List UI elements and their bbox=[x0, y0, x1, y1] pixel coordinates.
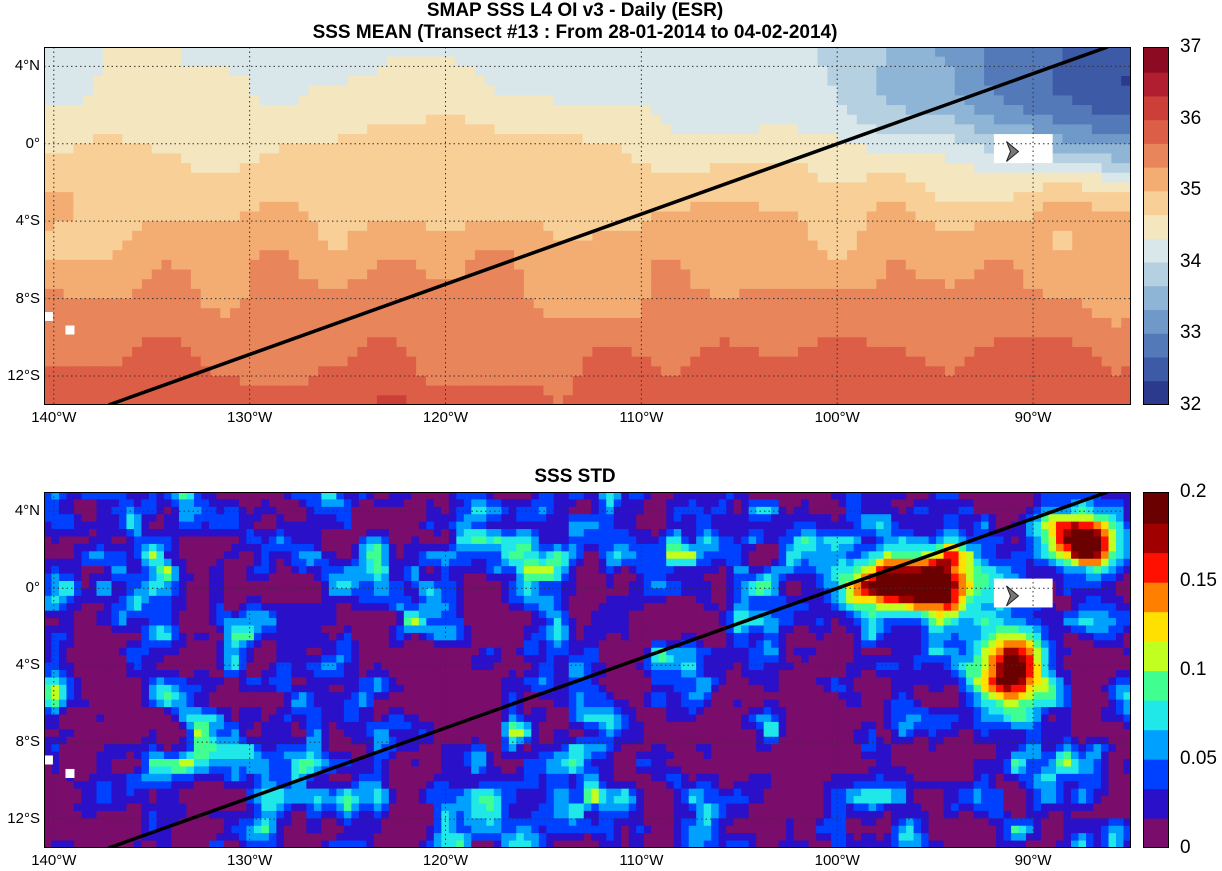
colorbar-swatch bbox=[1144, 261, 1168, 287]
colorbar-tick-label: 0.15 bbox=[1180, 570, 1217, 591]
colorbar-swatch bbox=[1144, 142, 1168, 168]
land-mask bbox=[993, 134, 1053, 164]
colorbar-tick-label: 33 bbox=[1180, 322, 1202, 344]
lat-tick-label: 12°S bbox=[7, 810, 40, 828]
lat-tick-label: 12°S bbox=[7, 366, 40, 384]
lon-tick-label: 110°W bbox=[619, 409, 664, 426]
colorbar-swatch bbox=[1144, 95, 1168, 121]
colorbar-tick-label: 32 bbox=[1180, 394, 1202, 415]
mean-panel-title: SSS MEAN (Transect #13 : From 28-01-2014… bbox=[312, 22, 838, 43]
colorbar-swatch bbox=[1144, 670, 1168, 701]
std-panel-title: SSS STD bbox=[534, 466, 616, 487]
colorbar-swatch bbox=[1144, 699, 1168, 731]
data-raster bbox=[44, 492, 1131, 848]
colorbar-tick-label: 0.2 bbox=[1180, 481, 1207, 502]
lon-tick-label: 90°W bbox=[1014, 852, 1052, 869]
transect-line bbox=[108, 47, 1109, 405]
lat-tick-label: 0° bbox=[25, 134, 40, 152]
lon-tick-label: 140°W bbox=[31, 852, 77, 869]
sss-mean-map bbox=[44, 47, 1131, 405]
colorbar-swatch bbox=[1144, 332, 1168, 358]
colorbar-tick-label: 34 bbox=[1180, 250, 1202, 272]
lon-tick-label: 120°W bbox=[422, 852, 469, 869]
colorbar-swatch bbox=[1144, 190, 1168, 216]
land-mask bbox=[993, 578, 1053, 608]
colorbar-swatch bbox=[1144, 237, 1168, 263]
lat-tick-label: 8°S bbox=[15, 733, 40, 751]
colorbar-swatch bbox=[1144, 71, 1168, 97]
lat-tick-label: 4°S bbox=[15, 212, 40, 230]
colorbar-swatch bbox=[1144, 729, 1168, 760]
colorbar-swatch bbox=[1144, 493, 1168, 524]
transect-line bbox=[108, 492, 1109, 848]
lon-tick-label: 130°W bbox=[227, 852, 273, 869]
lon-tick-label: 130°W bbox=[227, 409, 273, 426]
lat-tick-label: 4°S bbox=[15, 656, 40, 674]
mean-colorbar bbox=[1143, 47, 1169, 405]
colorbar-swatch bbox=[1144, 581, 1168, 613]
figure-title: SMAP SSS L4 OI v3 - Daily (ESR) bbox=[426, 0, 724, 21]
island-mask bbox=[65, 325, 75, 335]
colorbar-swatch bbox=[1144, 611, 1168, 642]
std-colorbar bbox=[1143, 492, 1169, 848]
island-mask bbox=[44, 755, 53, 765]
sss-std-map bbox=[44, 492, 1131, 848]
colorbar-tick-label: 0 bbox=[1180, 837, 1191, 858]
sss-mean-field bbox=[44, 47, 1131, 405]
colorbar-tick-label: 37 bbox=[1180, 36, 1202, 57]
colorbar-swatch bbox=[1144, 552, 1168, 583]
colorbar-swatch bbox=[1144, 356, 1168, 382]
colorbar-tick-label: 0.1 bbox=[1180, 659, 1207, 680]
colorbar-swatch bbox=[1144, 119, 1168, 144]
island-mask bbox=[44, 311, 53, 321]
colorbar-swatch bbox=[1144, 166, 1168, 192]
lat-tick-label: 8°S bbox=[15, 289, 40, 307]
colorbar-swatch bbox=[1144, 380, 1168, 404]
galapagos-marker bbox=[1006, 141, 1020, 162]
colorbar-tick-label: 0.05 bbox=[1180, 748, 1217, 769]
island-mask bbox=[65, 768, 75, 778]
colorbar-swatch bbox=[1144, 817, 1168, 847]
colorbar-swatch bbox=[1144, 309, 1168, 334]
lon-tick-label: 110°W bbox=[619, 852, 664, 869]
colorbar-tick-label: 35 bbox=[1180, 179, 1202, 201]
sss-std-field bbox=[44, 492, 1131, 848]
data-raster bbox=[44, 47, 1131, 405]
lon-tick-label: 100°W bbox=[814, 409, 860, 426]
colorbar-swatch bbox=[1144, 48, 1168, 73]
lon-tick-label: 100°W bbox=[814, 852, 860, 869]
colorbar-swatch bbox=[1144, 640, 1168, 672]
colorbar-swatch bbox=[1144, 522, 1168, 554]
lon-tick-label: 140°W bbox=[31, 409, 77, 426]
lat-tick-label: 4°N bbox=[14, 57, 40, 75]
colorbar-swatch bbox=[1144, 214, 1168, 239]
colorbar-swatch bbox=[1144, 285, 1168, 311]
colorbar-tick-label: 36 bbox=[1180, 107, 1202, 129]
colorbar-swatch bbox=[1144, 788, 1168, 819]
lat-tick-label: 4°N bbox=[14, 502, 40, 520]
lon-tick-label: 90°W bbox=[1014, 409, 1052, 426]
lon-tick-label: 120°W bbox=[422, 409, 469, 426]
lat-tick-label: 0° bbox=[25, 579, 40, 597]
colorbar-swatch bbox=[1144, 758, 1168, 790]
galapagos-marker bbox=[1006, 585, 1020, 607]
